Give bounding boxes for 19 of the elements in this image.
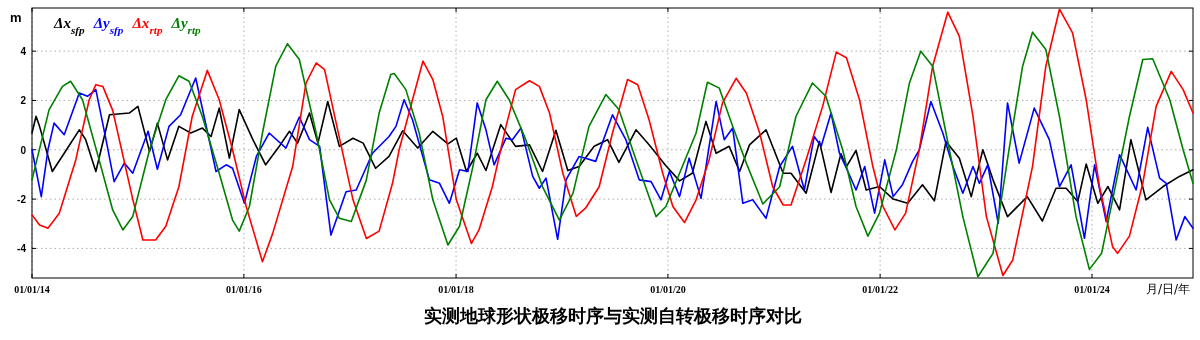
x-tick-label: 01/01/14 — [14, 284, 50, 295]
x-tick-label: 01/01/20 — [650, 284, 686, 295]
x-tick-label: 01/01/22 — [862, 284, 898, 295]
y-tick-label: 0 — [20, 144, 27, 156]
x-axis-title: 月/日/年 — [1145, 282, 1190, 296]
text: Δy$_{sfp}$ — [92, 15, 124, 36]
x-tick-label: 01/01/16 — [226, 284, 262, 295]
text: Δx$_{rtp}$ — [131, 15, 163, 36]
x-tick-label: 01/01/18 — [438, 284, 474, 295]
y-tick-label: -4 — [17, 243, 27, 255]
y-axis-title: m — [10, 10, 22, 25]
text: Δx$_{sfp}$ — [53, 15, 86, 36]
line-series — [31, 77, 1194, 241]
y-tick-label: 2 — [20, 95, 27, 107]
x-tick-label: 01/01/24 — [1074, 284, 1110, 295]
y-tick-label: 4 — [20, 46, 27, 58]
text: Δy$_{rtp}$ — [170, 15, 202, 36]
y-tick-label: -2 — [17, 194, 27, 206]
text: 实测地球形状极移时序与实测自转极移时序对比 — [423, 305, 802, 326]
